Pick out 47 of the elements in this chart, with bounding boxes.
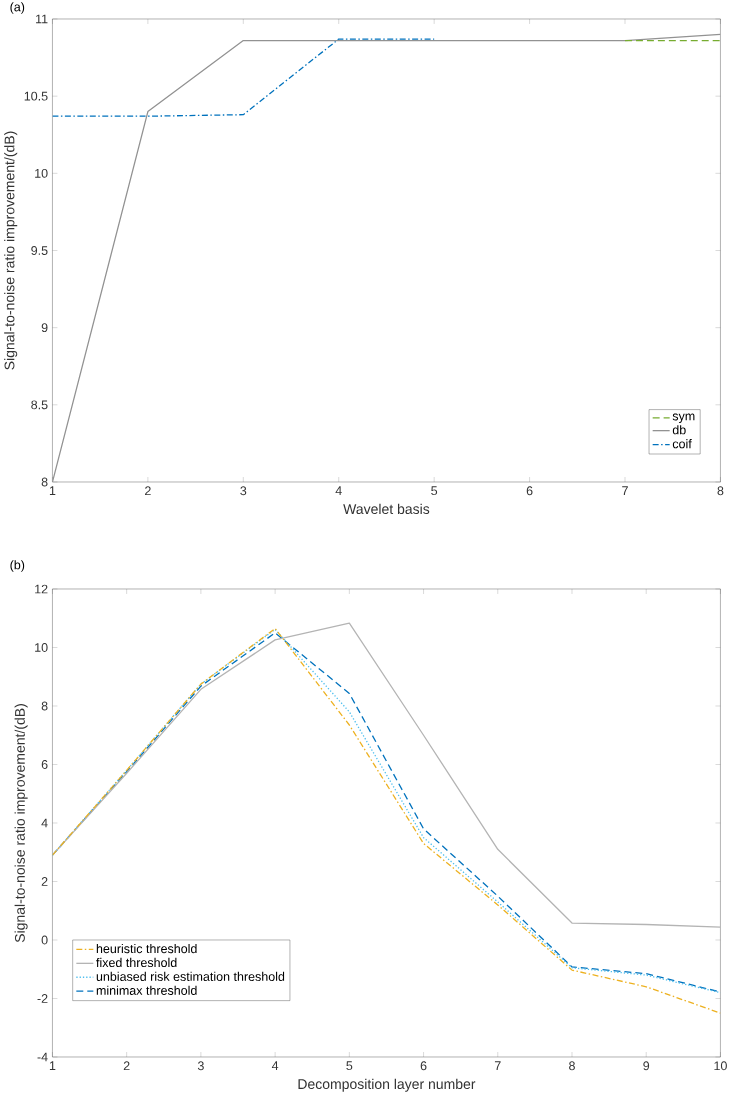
- y-tick-label: 4: [41, 818, 48, 828]
- x-tick-label: 5: [346, 1061, 353, 1071]
- legend-label: fixed threshold: [95, 957, 177, 968]
- x-tick-label: 1: [49, 1061, 56, 1070]
- x-tick-label: 4: [271, 1061, 278, 1070]
- x-tick-label: 8: [568, 1061, 575, 1071]
- chart-title: (b): [10, 560, 24, 572]
- y-tick-label: 10: [34, 168, 48, 178]
- chart-title: (a): [10, 2, 24, 14]
- x-tick-label: 6: [526, 486, 533, 496]
- x-tick-label: 4: [335, 486, 342, 495]
- x-tick-label: 10: [714, 1061, 727, 1071]
- y-tick-label: 12: [34, 584, 48, 594]
- x-tick-label: 1: [49, 486, 56, 495]
- x-tick-label: 7: [621, 486, 628, 495]
- y-tick-label: 9.5: [31, 246, 48, 255]
- x-axis-title: Decomposition layer number: [298, 1078, 476, 1092]
- y-tick-label: 8.5: [31, 400, 48, 410]
- y-tick-label: -4: [37, 1052, 48, 1062]
- x-tick-label: 3: [197, 1061, 204, 1071]
- y-axis-title: Signal-to-noise ratio improvement/(dB): [3, 131, 17, 370]
- x-tick-label: 9: [643, 1061, 649, 1071]
- x-tick-label: 2: [144, 486, 151, 496]
- y-tick-label: 8: [41, 477, 48, 487]
- legend-label: sym: [672, 413, 695, 423]
- legend-label: coif: [672, 439, 692, 449]
- y-tick-label: 11: [35, 14, 48, 24]
- y-tick-label: 9: [41, 323, 48, 333]
- y-axis-title: Signal-to-noise ratio improvement/(dB): [14, 704, 28, 943]
- legend-label: db: [672, 425, 686, 435]
- legend-label: heuristic threshold: [96, 943, 197, 954]
- x-axis-title: Wavelet basis: [342, 503, 430, 515]
- legend-label: minimax threshold: [96, 985, 197, 995]
- x-tick-label: 5: [430, 486, 437, 496]
- y-tick-label: 8: [41, 701, 48, 711]
- y-tick-label: 10: [34, 643, 48, 652]
- y-tick-label: -2: [37, 994, 48, 1003]
- x-tick-label: 2: [123, 1061, 130, 1071]
- y-tick-label: 2: [41, 877, 48, 886]
- legend-label: unbiased risk estimation threshold: [96, 971, 284, 981]
- y-tick-label: 10.5: [24, 91, 48, 101]
- y-tick-label: 6: [41, 760, 48, 769]
- y-tick-label: 0: [41, 935, 48, 945]
- x-tick-label: 8: [717, 486, 724, 496]
- x-tick-label: 7: [494, 1061, 501, 1070]
- x-tick-label: 6: [420, 1061, 427, 1071]
- x-tick-label: 3: [240, 486, 247, 496]
